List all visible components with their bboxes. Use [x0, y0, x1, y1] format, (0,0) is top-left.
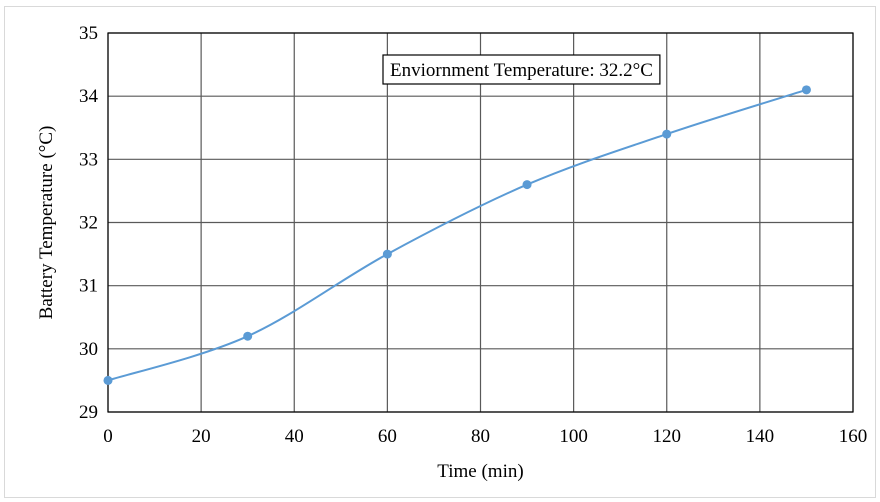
- y-axis-title: Battery Temperature (°C): [36, 126, 57, 320]
- data-point-90: [522, 180, 532, 190]
- x-axis-title: Time (min): [437, 461, 523, 482]
- series-layer: [103, 85, 811, 385]
- x-tick-label: 0: [103, 426, 113, 447]
- plot-border: [107, 32, 854, 413]
- y-tick-label: 30: [79, 339, 98, 360]
- y-tick-label: 32: [79, 213, 98, 234]
- data-point-150: [801, 85, 811, 95]
- annotation-box: Enviornment Temperature: 32.2°C: [382, 54, 661, 85]
- data-point-30: [243, 331, 253, 341]
- y-tick-label: 35: [79, 23, 98, 44]
- y-tick-label: 33: [79, 149, 98, 170]
- x-tick-label: 60: [378, 426, 397, 447]
- x-tick-label: 140: [746, 426, 775, 447]
- y-tick-label: 31: [79, 276, 98, 297]
- series-line: [107, 88, 807, 382]
- y-tick-label: 29: [79, 402, 98, 423]
- data-point-0: [103, 375, 113, 385]
- data-point-120: [662, 129, 672, 139]
- x-tick-label: 100: [559, 426, 588, 447]
- annotation-text: Enviornment Temperature: 32.2°C: [390, 60, 653, 81]
- data-point-60: [382, 249, 392, 259]
- y-tick-label: 34: [79, 86, 99, 107]
- x-tick-label: 80: [471, 426, 490, 447]
- x-tick-label: 40: [285, 426, 304, 447]
- x-tick-label: 20: [192, 426, 211, 447]
- x-tick-label: 160: [839, 426, 868, 447]
- tick-labels: 0 20 40 60 80 100 120 140 160 29 30 31 32 33 34 35: [79, 23, 867, 447]
- x-tick-label: 120: [653, 426, 682, 447]
